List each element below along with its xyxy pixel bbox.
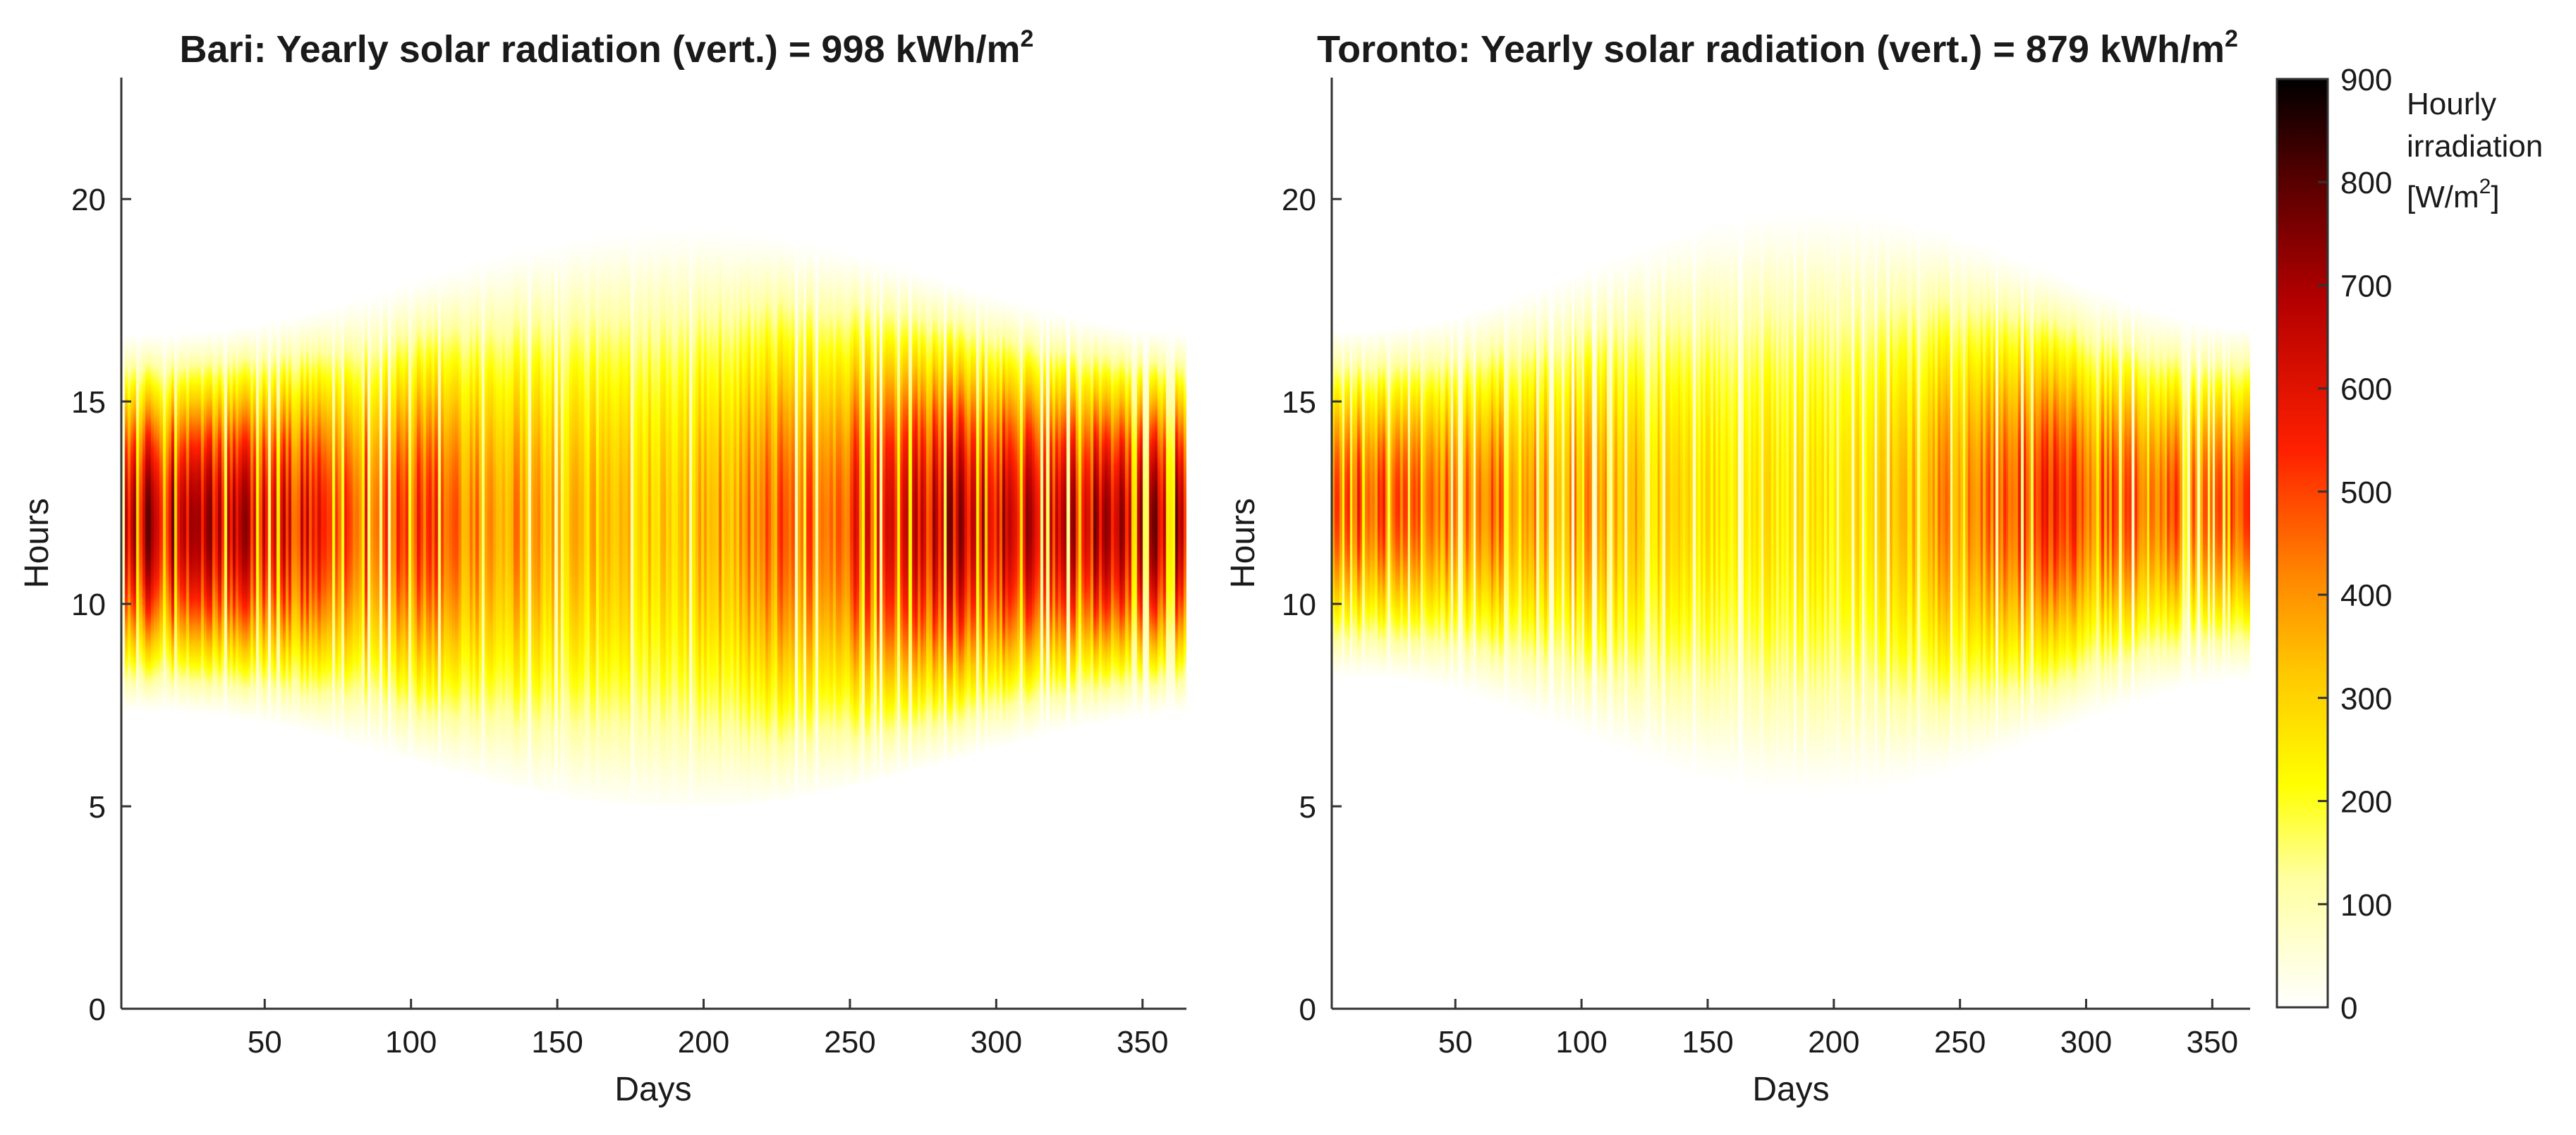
colorbar: 0 100 200 300 400 500 600 700 800 900 Hourly irra…: [2276, 63, 2543, 1026]
colorbar-tick-label: 600: [2340, 372, 2392, 407]
colorbar-tick-label: 800: [2340, 166, 2392, 200]
toronto-y-axis-label: Hours: [1225, 498, 1262, 588]
toronto-y-tick-label: 0: [1299, 993, 1316, 1027]
bari-x-tick-label: 200: [678, 1025, 729, 1060]
bari-x-tick-label: 300: [971, 1025, 1022, 1060]
bari-x-tick-label: 150: [531, 1025, 583, 1060]
toronto-chart-title: Toronto: Yearly solar radiation (vert.) …: [1317, 25, 2238, 71]
toronto-y-tick-label: 20: [1282, 183, 1316, 217]
bari-y-tick-label: 15: [71, 385, 106, 420]
colorbar-tick-label: 400: [2340, 578, 2392, 613]
toronto-x-tick-label: 300: [2060, 1025, 2112, 1060]
toronto-x-tick-label: 150: [1682, 1025, 1733, 1060]
toronto-heatmap-container: [1332, 78, 2250, 1009]
bari-y-tick-label: 0: [89, 993, 106, 1027]
colorbar-tick-label: 700: [2340, 269, 2392, 303]
colorbar-tick-label: 200: [2340, 785, 2392, 820]
toronto-y-tick-label: 15: [1282, 385, 1316, 420]
colorbar-tick-label: 500: [2340, 475, 2392, 510]
toronto-x-tick-label: 250: [1934, 1025, 1986, 1060]
colorbar-tick-label: 900: [2340, 63, 2392, 97]
colorbar-gradient: [2276, 78, 2329, 1009]
bari-chart-title: Bari: Yearly solar radiation (vert.) = 9…: [180, 25, 1034, 71]
colorbar-tick-label: 300: [2340, 681, 2392, 716]
bari-panel: Bari: Yearly solar radiation (vert.) = 9…: [18, 25, 1186, 1108]
toronto-panel: Toronto: Yearly solar radiation (vert.) …: [1225, 25, 2250, 1108]
colorbar-label-line-3: [W/m2]: [2407, 175, 2500, 214]
colorbar-label-line-2: irradiation: [2407, 129, 2543, 164]
bari-y-axis-label: Hours: [18, 498, 56, 588]
colorbar-tick-label: 100: [2340, 888, 2392, 923]
toronto-x-tick-label: 200: [1808, 1025, 1859, 1060]
toronto-x-axis-label: Days: [1752, 1071, 1829, 1108]
bari-x-tick-label: 350: [1117, 1025, 1168, 1060]
toronto-heatmap: [1332, 78, 2250, 1009]
bari-x-tick-label: 250: [824, 1025, 875, 1060]
toronto-x-tick-label: 350: [2187, 1025, 2238, 1060]
toronto-x-tick-label: 50: [1438, 1025, 1473, 1060]
toronto-y-tick-label: 10: [1282, 588, 1316, 622]
bari-heatmap-container: [121, 78, 1186, 1009]
bari-x-tick-label: 100: [385, 1025, 437, 1060]
bari-heatmap: [121, 78, 1186, 1009]
colorbar-tick-label: 0: [2340, 991, 2357, 1026]
bari-y-tick-label: 10: [71, 588, 106, 622]
toronto-y-tick-label: 5: [1299, 790, 1316, 825]
colorbar-label-line-1: Hourly: [2407, 87, 2496, 121]
bari-x-axis-label: Days: [614, 1071, 691, 1108]
toronto-x-tick-label: 100: [1555, 1025, 1607, 1060]
bari-y-tick-label: 20: [71, 183, 106, 217]
bari-x-tick-label: 50: [248, 1025, 282, 1060]
bari-y-tick-label: 5: [89, 790, 106, 825]
